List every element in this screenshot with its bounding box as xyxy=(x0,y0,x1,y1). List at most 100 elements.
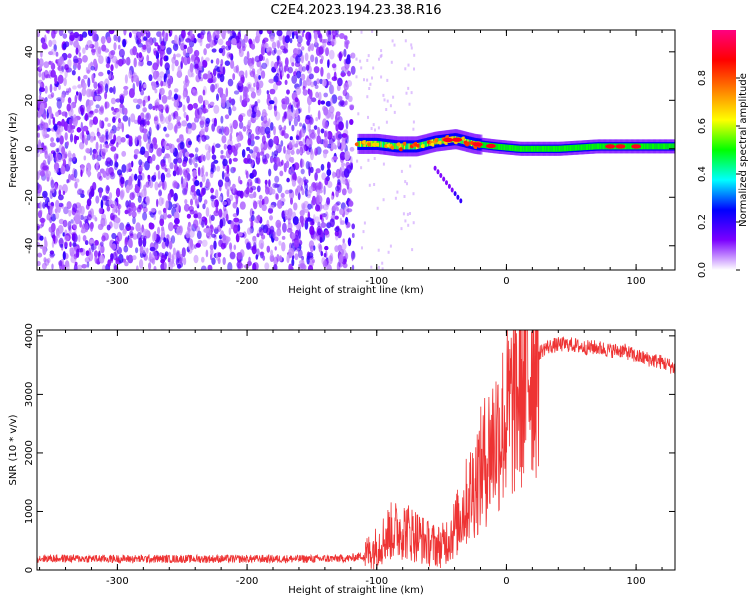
spectrogram-cell xyxy=(222,66,226,76)
spectrogram-cell xyxy=(298,229,302,239)
spectrogram-cell xyxy=(349,162,353,170)
spectrogram-cell xyxy=(187,103,194,111)
spectrogram-cell xyxy=(278,240,282,246)
spectrogram-cell xyxy=(149,251,152,262)
spectrogram-cell xyxy=(39,63,43,70)
spectrogram-cell xyxy=(137,178,141,189)
spectrogram-cell xyxy=(129,192,135,201)
spectrogram-cell xyxy=(118,118,121,123)
spectrogram-cell xyxy=(119,222,125,231)
spectrogram-cell xyxy=(322,38,329,43)
spectrogram-cell xyxy=(201,219,205,228)
spectrogram-cell xyxy=(54,74,58,85)
spectrogram-cell xyxy=(58,30,64,37)
spectrogram-cell xyxy=(264,126,271,135)
spectrogram-cell xyxy=(170,235,176,244)
spectrogram-cell xyxy=(131,160,134,168)
spectrogram-cell xyxy=(258,80,264,89)
spectrogram-cell xyxy=(296,35,303,44)
spectrogram-cell xyxy=(320,163,325,171)
spectrogram-cell xyxy=(167,122,174,131)
spectrogram-cell xyxy=(91,49,96,56)
spectrogram-cell xyxy=(108,50,114,60)
spectrogram-cell xyxy=(260,70,266,79)
spectrogram-cell xyxy=(166,47,172,55)
spectrogram-cell xyxy=(324,245,329,251)
spectrogram-cell xyxy=(110,97,116,105)
spectrogram-cell xyxy=(296,176,302,184)
spectrogram-cell xyxy=(83,155,87,161)
spectrogram-cell xyxy=(209,101,215,106)
spectrogram-cell xyxy=(248,149,254,154)
spectrogram-cell xyxy=(184,151,190,157)
spectrogram-cell xyxy=(320,222,327,229)
spectrogram-cell xyxy=(207,78,214,84)
spectrogram-cell xyxy=(326,72,331,80)
spectrogram-cell xyxy=(209,244,214,251)
spectrogram-cell xyxy=(250,91,256,99)
spectrogram-cell xyxy=(331,38,337,46)
spectrogram-cell xyxy=(152,137,158,146)
spectrogram-cell xyxy=(133,74,139,83)
spectrogram-cell xyxy=(226,236,231,242)
spectrogram-cell xyxy=(66,88,69,94)
spectrogram-cell xyxy=(114,161,119,168)
spectrogram-cell xyxy=(69,241,72,248)
spectrogram-cell xyxy=(199,181,203,188)
spectrogram-cell xyxy=(135,31,142,39)
spectrogram-cell xyxy=(318,91,322,102)
spectrogram-cell xyxy=(144,228,149,236)
spectrogram-cell xyxy=(246,146,251,152)
spectrogram-cell xyxy=(194,153,199,163)
spectrogram-cell xyxy=(223,143,228,150)
spectrogram-cell xyxy=(207,264,213,270)
spectrogram-cell xyxy=(246,109,253,117)
spectrogram-cell xyxy=(308,104,311,114)
spectrogram-cell xyxy=(295,109,299,117)
spectrogram-cell xyxy=(94,108,99,114)
spectrogram-cell xyxy=(227,144,232,151)
spectrogram-cell xyxy=(346,208,353,213)
spectrogram-cell xyxy=(450,187,454,193)
spectrogram-cell xyxy=(195,200,199,206)
spectrogram-cell xyxy=(299,209,305,217)
spectrogram-cell xyxy=(291,179,296,187)
spectrogram-cell xyxy=(91,73,95,81)
spectrogram-cell xyxy=(370,127,373,130)
spectrogram-cell xyxy=(194,59,198,65)
spectrogram-cell xyxy=(50,201,55,207)
spectrogram-cell xyxy=(229,123,233,129)
spectrogram-cell xyxy=(90,243,97,251)
spectrogram-cell xyxy=(221,170,225,180)
spectrogram-cell xyxy=(198,136,201,144)
spectrogram-cell xyxy=(120,137,126,143)
spectrogram-cell xyxy=(196,188,201,196)
spectrogram-cell xyxy=(276,55,280,61)
spectrogram-cell xyxy=(188,158,192,164)
spectrogram-cell xyxy=(81,264,87,269)
spectrogram-cell xyxy=(290,104,294,113)
spectrogram-cell xyxy=(301,31,305,38)
spectrogram-cell xyxy=(158,189,162,196)
spectrogram-cell xyxy=(145,41,152,49)
spectrogram-cell xyxy=(230,186,233,192)
spectrogram-cell xyxy=(224,60,231,66)
spectrogram-cell xyxy=(175,151,179,161)
spectrogram-cell xyxy=(232,73,236,81)
spectrogram-cell xyxy=(113,219,119,230)
spectrogram-cell xyxy=(201,256,205,263)
spectrogram-cell xyxy=(268,100,275,105)
spectrogram-cell xyxy=(267,207,274,214)
spectrogram-cell xyxy=(107,123,111,127)
spectrogram-cell xyxy=(209,171,214,179)
spectrogram-cell xyxy=(42,165,49,171)
spectrogram-cell xyxy=(213,240,217,250)
spectrogram-cell xyxy=(261,135,266,145)
spectrogram-cell xyxy=(205,171,209,177)
spectrogram-cell xyxy=(239,201,246,210)
spectrogram-cell xyxy=(266,45,270,53)
spectrogram-cell xyxy=(88,191,93,200)
spectrogram-cell xyxy=(38,94,42,101)
spectrogram-cell xyxy=(297,114,301,123)
spectrogram-cell xyxy=(394,196,397,200)
